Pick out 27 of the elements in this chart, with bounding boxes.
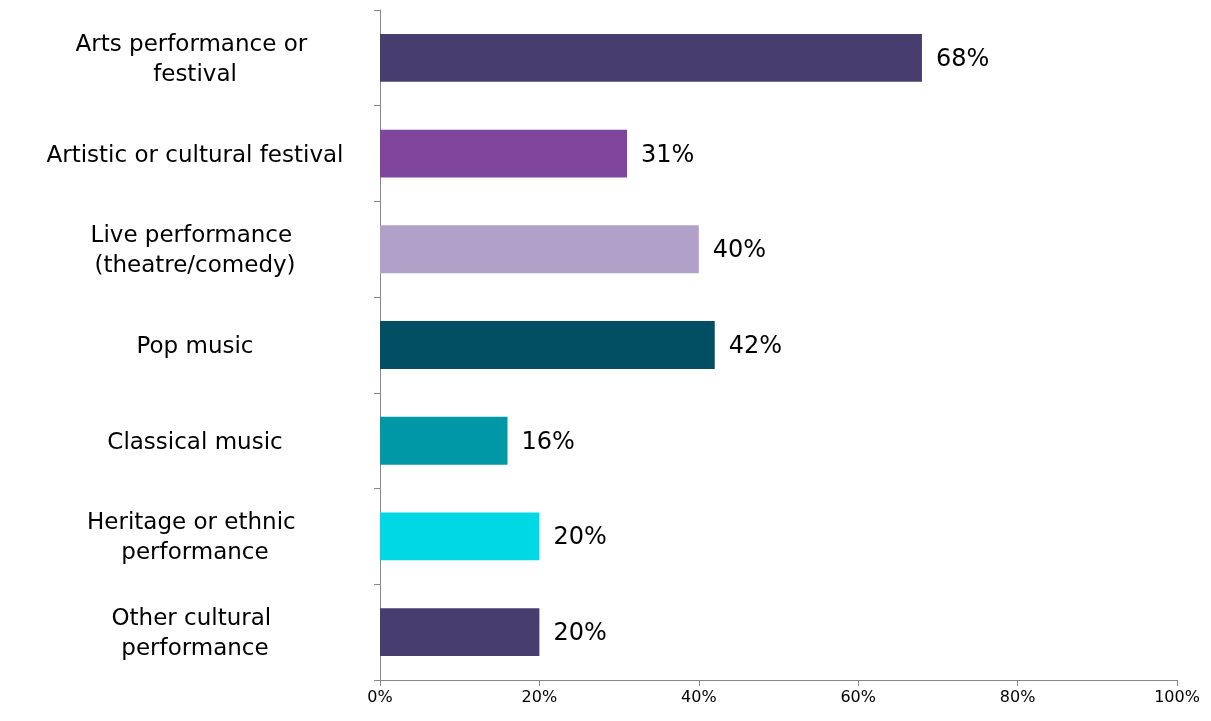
- bar: [380, 512, 540, 561]
- bar: [380, 225, 699, 274]
- bar: [380, 608, 540, 657]
- data-label: 20%: [553, 618, 607, 647]
- bar: [380, 129, 628, 178]
- data-label: 31%: [641, 139, 695, 168]
- data-label: 68%: [935, 43, 990, 72]
- y-tick-label: Pop music: [136, 332, 254, 358]
- data-label: 16%: [521, 426, 575, 455]
- y-tick-label: Classical music: [107, 427, 283, 454]
- data-label: 20%: [553, 522, 607, 551]
- data-label: 40%: [712, 235, 767, 264]
- bar: [380, 33, 922, 82]
- y-tick-label: Arts performance or festival: [75, 29, 315, 86]
- bar: [380, 416, 508, 465]
- x-tick-label: 100%: [1154, 686, 1200, 706]
- bar: [380, 321, 715, 369]
- y-tick-label: Heritage or ethnic performance: [87, 508, 303, 565]
- x-tick-label: 0%: [367, 686, 393, 706]
- y-tick-label: Live performance (theatre/comedy): [90, 221, 300, 278]
- y-tick-label: Artistic or cultural festival: [46, 140, 344, 167]
- data-label: 42%: [728, 331, 783, 359]
- x-tick-label: 40%: [681, 686, 717, 706]
- x-tick-label: 80%: [999, 686, 1036, 706]
- x-tick-label: 20%: [521, 686, 558, 706]
- x-tick-label: 60%: [840, 686, 876, 706]
- y-tick-label: Other cultural performance: [111, 604, 279, 661]
